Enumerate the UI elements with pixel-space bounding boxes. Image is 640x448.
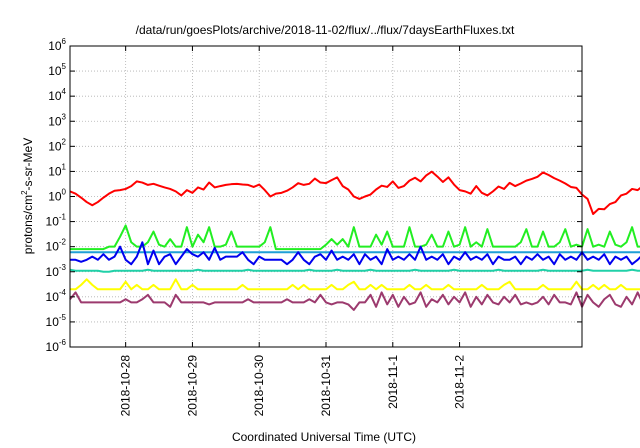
y-tick-exp: 5 bbox=[62, 62, 67, 71]
series-line-1 bbox=[69, 170, 640, 216]
series-line-7 bbox=[69, 291, 640, 311]
y-tick-exp: -2 bbox=[59, 238, 67, 247]
y-tick-exp: -3 bbox=[59, 263, 67, 272]
y-tick-exp: 6 bbox=[62, 37, 67, 46]
x-axis-label: Coordinated Universal Time (UTC) bbox=[232, 430, 416, 444]
y-tick-exp: -4 bbox=[59, 288, 67, 297]
y-tick-base: 10 bbox=[46, 265, 60, 279]
y-tick-exp: -1 bbox=[59, 213, 67, 222]
x-tick-label: 2018-11-1 bbox=[386, 355, 400, 409]
y-tick-label: 10-5 bbox=[46, 313, 67, 329]
y-tick-base: 10 bbox=[48, 39, 62, 53]
y-axis-label-base: protons/cm bbox=[21, 195, 35, 254]
y-tick-label: 10-3 bbox=[46, 263, 67, 279]
y-tick-base: 10 bbox=[48, 64, 62, 78]
y-tick-base: 10 bbox=[48, 114, 62, 128]
y-tick-base: 10 bbox=[46, 240, 60, 254]
y-tick-base: 10 bbox=[48, 164, 62, 178]
y-tick-label: 101 bbox=[48, 162, 66, 178]
y-tick-label: 105 bbox=[48, 62, 66, 78]
axis-ticks bbox=[70, 45, 582, 348]
x-tick-label: 2018-10-30 bbox=[252, 355, 266, 417]
series-line-5 bbox=[69, 268, 640, 273]
y-tick-exp: -5 bbox=[59, 313, 67, 322]
x-tick-labels: 2018-10-28 2018-10-29 2018-10-30 2018-10-31… bbox=[119, 355, 467, 417]
y-tick-labels: 10-610-510-410-310-210-11001011021031041… bbox=[46, 37, 67, 354]
y-tick-label: 104 bbox=[48, 87, 66, 103]
y-tick-base: 10 bbox=[46, 340, 60, 354]
y-tick-base: 10 bbox=[48, 139, 62, 153]
y-tick-base: 10 bbox=[46, 315, 60, 329]
y-tick-label: 103 bbox=[48, 112, 66, 128]
y-tick-exp: -6 bbox=[59, 338, 67, 347]
y-tick-exp: 2 bbox=[62, 137, 67, 146]
x-tick-label: 2018-10-29 bbox=[185, 355, 199, 417]
y-axis-label: protons/cm2-s-sr-MeV bbox=[20, 138, 35, 254]
series-line-6 bbox=[70, 278, 640, 291]
y-tick-exp: 0 bbox=[62, 188, 67, 197]
y-tick-label: 106 bbox=[48, 37, 66, 53]
x-tick-label: 2018-10-28 bbox=[119, 355, 133, 417]
x-tick-label: 2018-11-2 bbox=[453, 355, 467, 409]
y-tick-label: 10-1 bbox=[46, 213, 67, 229]
y-tick-label: 102 bbox=[48, 137, 66, 153]
y-axis-label-exp: 2 bbox=[20, 190, 29, 195]
y-tick-exp: 1 bbox=[62, 162, 67, 171]
y-tick-base: 10 bbox=[46, 215, 60, 229]
y-tick-label: 10-2 bbox=[46, 238, 67, 254]
y-tick-label: 100 bbox=[48, 188, 66, 204]
y-tick-base: 10 bbox=[48, 190, 62, 204]
y-tick-label: 10-4 bbox=[46, 288, 67, 304]
y-tick-exp: 4 bbox=[62, 87, 67, 96]
y-tick-label: 10-6 bbox=[46, 338, 67, 354]
y-tick-exp: 3 bbox=[62, 112, 67, 121]
series-group bbox=[69, 170, 640, 311]
y-tick-base: 10 bbox=[48, 89, 62, 103]
y-tick-base: 10 bbox=[46, 290, 60, 304]
series-line-2 bbox=[70, 224, 640, 251]
y-axis-label-rest: -s-sr-MeV bbox=[21, 138, 35, 191]
series-line-4 bbox=[70, 241, 640, 266]
x-tick-label: 2018-10-31 bbox=[319, 355, 333, 417]
chart-title: /data/run/goesPlots/archive/2018-11-02/f… bbox=[136, 23, 515, 37]
